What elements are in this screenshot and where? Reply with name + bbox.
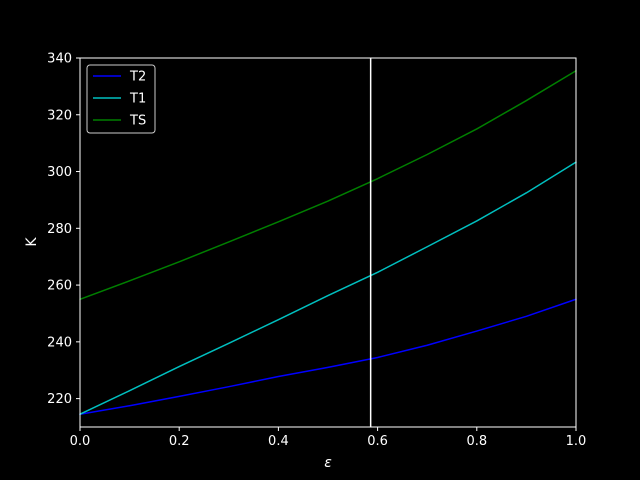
x-tick-label: 0.8 [466,434,487,449]
y-tick-label: 320 [47,108,72,123]
plot-area [79,57,577,428]
y-tick-label: 300 [47,165,72,180]
y-axis-label: K [24,237,40,247]
series-line-ts [79,70,577,301]
x-tick-label: 0.2 [169,434,190,449]
legend: T2 T1 TS [86,64,156,134]
legend-label-t1: T1 [129,92,146,107]
legend-label-t2: T2 [129,70,146,85]
y-tick-label: 220 [47,392,72,407]
y-axis-ticks: 220 240 260 280 300 320 340 [47,52,80,407]
y-tick-label: 340 [47,52,72,67]
x-tick-label: 0.0 [70,434,91,449]
series-line-t2 [79,298,577,415]
series-line-t1 [79,161,577,415]
y-tick-label: 240 [47,335,72,350]
x-tick-label: 0.4 [268,434,289,449]
x-tick-label: 0.6 [367,434,388,449]
legend-label-ts: TS [129,114,146,129]
x-tick-label: 1.0 [566,434,587,449]
plot-frame [79,57,577,428]
x-axis-ticks: 0.0 0.2 0.4 0.6 0.8 1.0 [70,427,587,449]
y-tick-label: 260 [47,279,72,294]
y-tick-label: 280 [47,222,72,237]
x-axis-label: ε [324,455,332,471]
legend-box [86,64,156,134]
